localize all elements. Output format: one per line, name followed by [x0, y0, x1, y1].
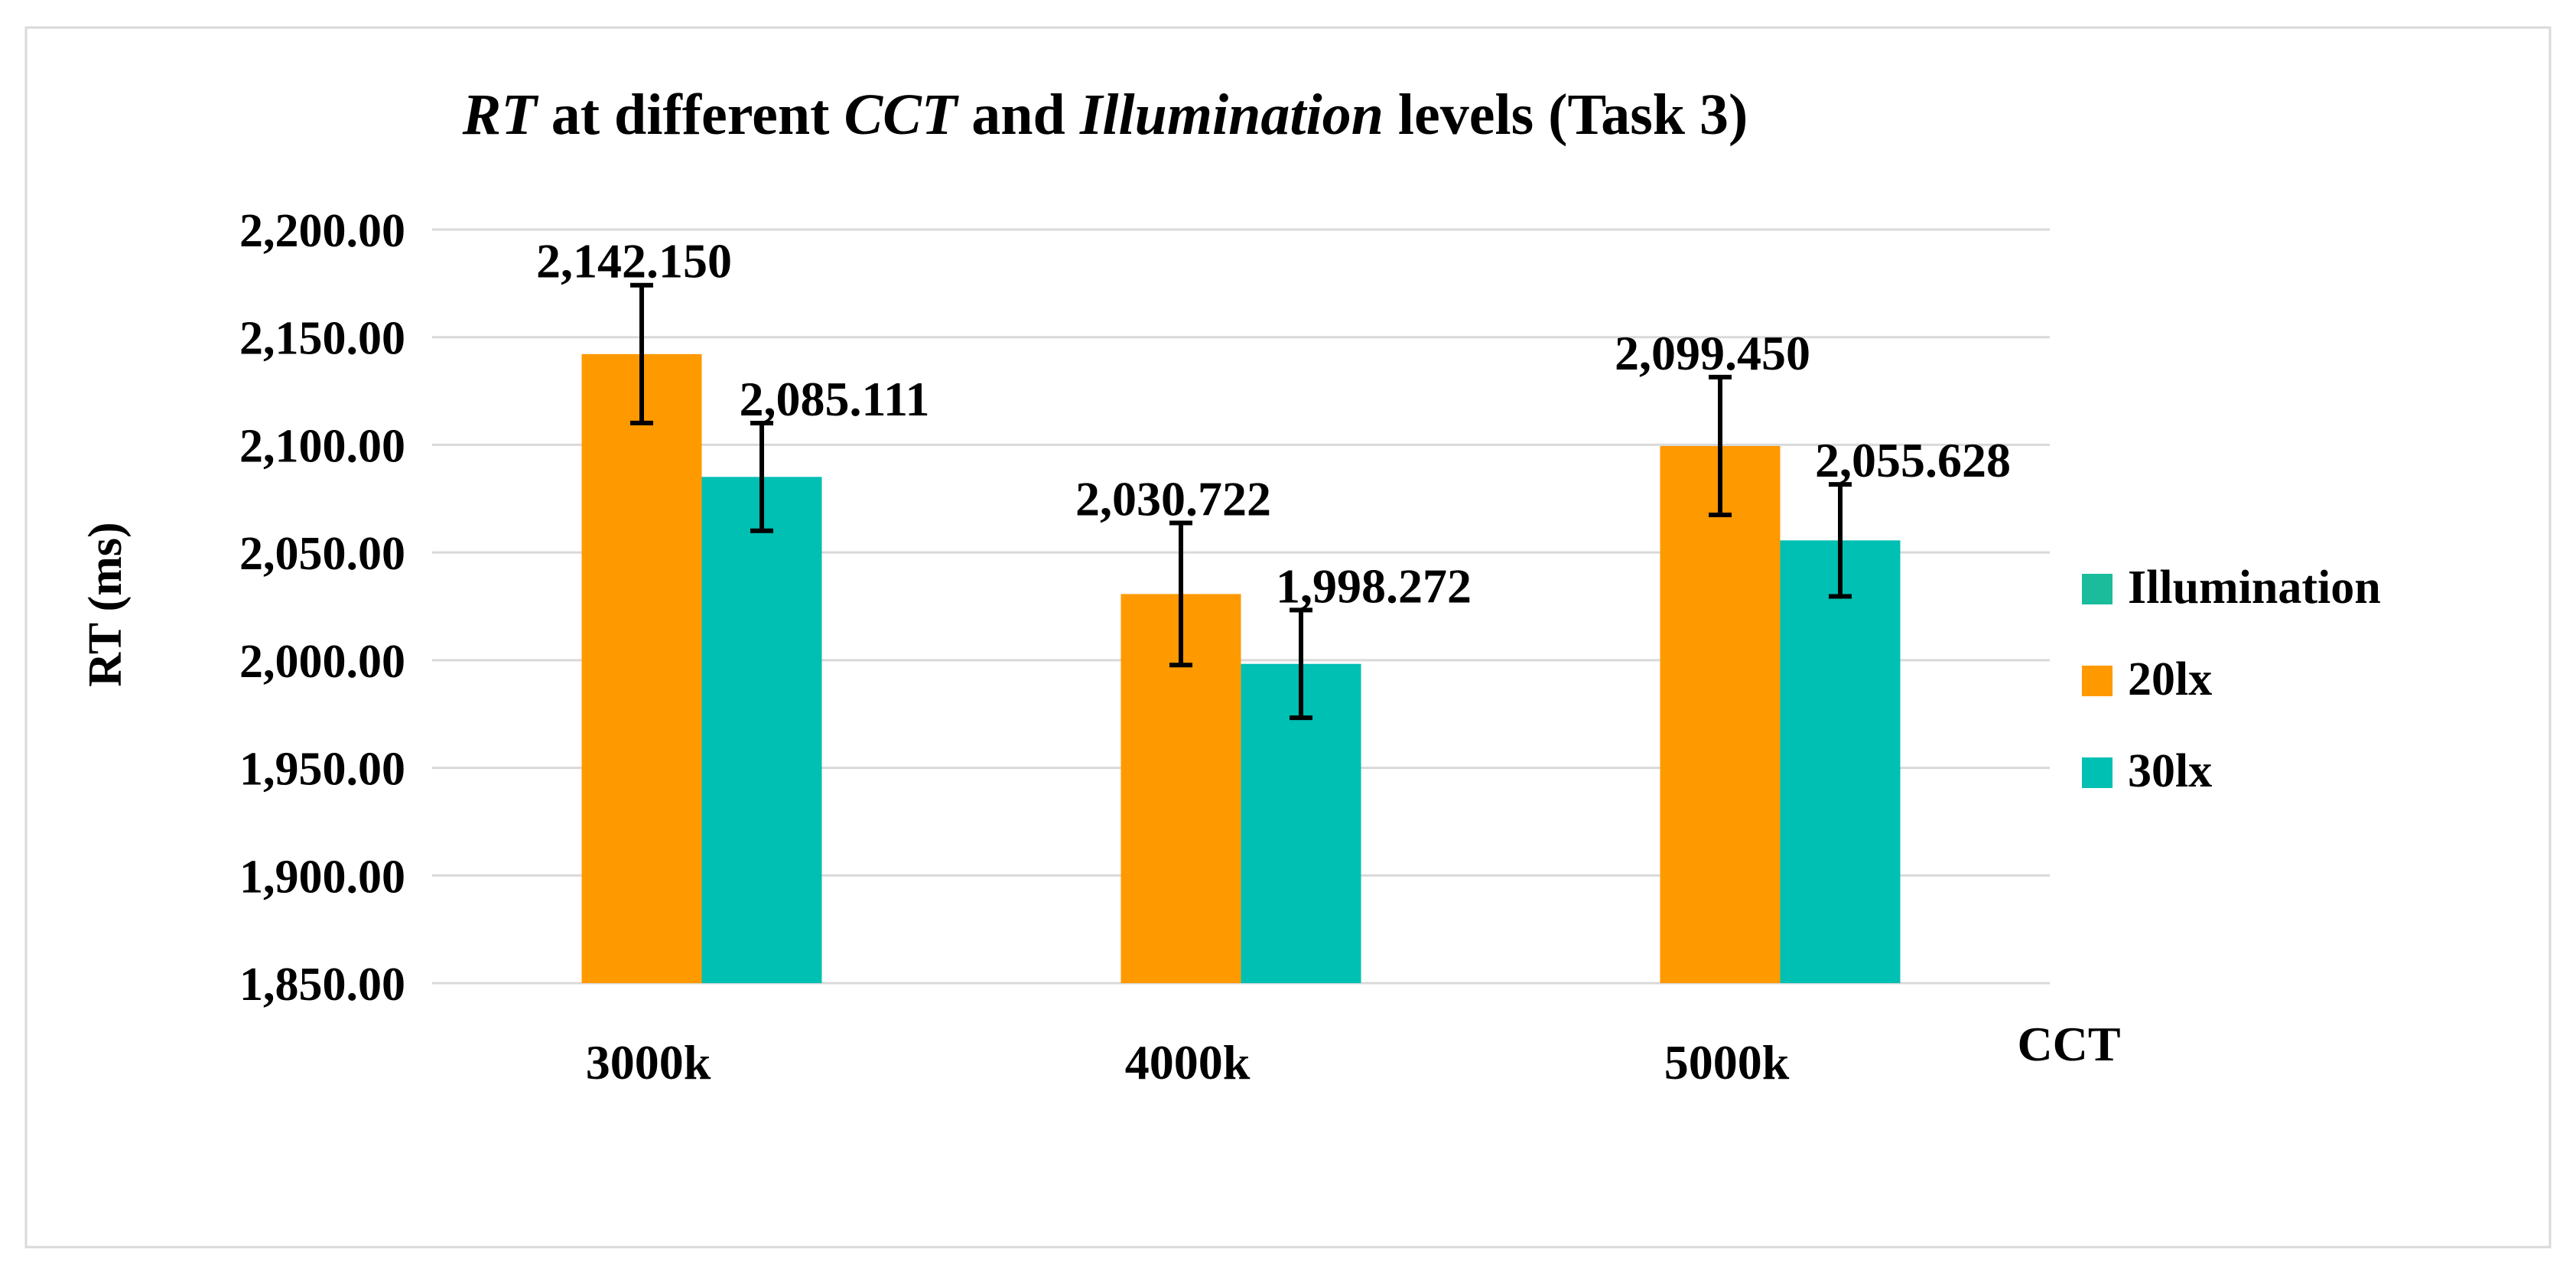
- legend-label: Illumination: [2128, 562, 2381, 614]
- legend: Illumination 20lx 30lx: [2082, 562, 2381, 797]
- x-axis-ticks: 3000k 4000k 5000k: [586, 1035, 1790, 1089]
- x-tick-label: 3000k: [586, 1035, 711, 1089]
- data-label: 2,085.111: [740, 372, 930, 426]
- bar-30lx-5000k: [1780, 540, 1901, 983]
- y-axis-label: RT (ms): [80, 522, 132, 686]
- y-tick-label: 1,850.00: [239, 959, 405, 1011]
- bar-20lx-3000k: [581, 353, 702, 984]
- data-label: 2,142.150: [536, 234, 732, 288]
- title-part: levels (Task 3): [1384, 83, 1748, 147]
- legend-swatch: [2082, 666, 2113, 696]
- data-label: 2,099.450: [1615, 326, 1810, 380]
- legend-swatch: [2082, 757, 2113, 788]
- title-part: at different: [537, 83, 844, 147]
- data-label: 2,055.628: [1815, 433, 2011, 487]
- y-tick-label: 2,150.00: [239, 313, 405, 365]
- x-tick-label: 5000k: [1664, 1035, 1790, 1089]
- legend-label: 30lx: [2128, 745, 2212, 797]
- y-tick-label: 2,050.00: [239, 528, 405, 580]
- y-tick-label: 2,200.00: [239, 205, 405, 257]
- x-tick-label: 4000k: [1125, 1035, 1251, 1089]
- y-tick-label: 1,900.00: [239, 851, 405, 903]
- chart-title: RT at different CCT and Illumination lev…: [462, 83, 1748, 147]
- bar-30lx-3000k: [701, 477, 822, 983]
- y-axis-ticks: 1,850.00 1,900.00 1,950.00 2,000.00 2,050.00…: [239, 205, 405, 1011]
- title-part: and: [957, 83, 1080, 147]
- chart-border: [24, 26, 2552, 1249]
- y-tick-label: 2,000.00: [239, 636, 405, 688]
- y-tick-label: 2,100.00: [239, 420, 405, 472]
- y-tick-label: 1,950.00: [239, 744, 405, 796]
- title-part: CCT: [844, 83, 958, 147]
- title-part: RT: [462, 83, 539, 147]
- legend-label: 20lx: [2128, 653, 2212, 705]
- data-label: 2,030.722: [1075, 472, 1271, 526]
- x-axis-label: CCT: [2017, 1017, 2120, 1071]
- data-label: 1,998.272: [1276, 559, 1472, 613]
- error-bars: [630, 282, 1852, 721]
- legend-swatch: [2082, 574, 2113, 604]
- bar-20lx-5000k: [1660, 445, 1781, 983]
- title-part: Illumination: [1079, 83, 1384, 147]
- bars: [581, 353, 1901, 984]
